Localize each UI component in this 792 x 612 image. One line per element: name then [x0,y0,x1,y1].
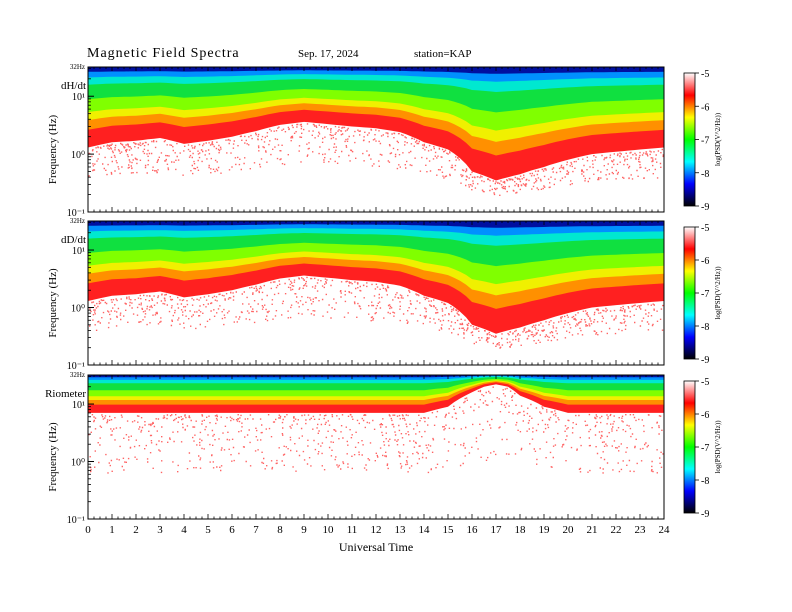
panel-label: dD/dt [61,234,86,246]
x-tick-label: 20 [563,524,575,536]
x-tick-label: 10 [323,524,335,536]
y-axis-label: Frequency (Hz) [47,115,59,185]
x-tick-label: 1 [109,524,115,536]
y-top-tick-label: 32Hz [70,371,85,379]
colorbar-label: log(PSD(V^2/Hz)) [714,266,722,320]
panel-label: Riometer [45,388,86,400]
y-axis-label: Frequency (Hz) [47,268,59,338]
chart-title: Magnetic Field Spectra [87,46,240,61]
x-tick-label: 11 [347,524,358,536]
y-tick-label: 10⁰ [71,150,85,161]
colorbar-tick-label: -6 [701,102,709,113]
colorbar: -5 -6 -7 -8 -9 log(PSD(V^2/Hz)) [683,223,722,366]
x-tick-label: 13 [395,524,407,536]
y-top-tick-label: 32Hz [70,63,85,71]
x-tick-label: 23 [635,524,647,536]
colorbar-tick-label: -5 [701,69,709,80]
colorbar: -5 -6 -7 -8 -9 log(PSD(V^2/Hz)) [683,377,722,520]
spectrogram-panel-3: 10¹ 10⁰ 10⁻¹ 32Hz Riometer Frequency (Hz) [45,371,665,526]
spectrogram-panel-1: 10¹ 10⁰ 10⁻¹ 32Hz dH/dt Frequency (Hz) [47,63,665,219]
colorbar-label: log(PSD(V^2/Hz)) [714,420,722,474]
x-tick-label: 7 [253,524,259,536]
y-axis-label: Frequency (Hz) [47,422,59,492]
x-tick-label: 22 [611,524,622,536]
x-tick-label: 21 [587,524,598,536]
x-tick-label: 14 [419,524,431,536]
x-tick-label: 16 [467,524,479,536]
spectrogram-field [88,375,664,519]
x-tick-label: 5 [205,524,211,536]
y-tick-label: 10¹ [72,400,85,411]
spectrogram-field [88,221,664,365]
colorbar-tick-label: -9 [701,355,709,366]
colorbar-label: log(PSD(V^2/Hz)) [714,112,722,166]
chart-date: Sep. 17, 2024 [298,48,359,60]
spectrogram-field [88,67,664,212]
x-tick-label: 4 [181,524,187,536]
x-tick-label: 2 [133,524,139,536]
colorbar-tick-label: -8 [701,169,709,180]
spectrum-noise [89,276,664,349]
colorbar-tick-label: -6 [701,410,709,421]
colorbar-tick-label: -7 [701,136,709,147]
colorbar-tick-label: -9 [701,202,709,213]
x-tick-label: 0 [85,524,91,536]
colorbar: -5 -6 -7 -8 -9 log(PSD(V^2/Hz)) [683,69,722,213]
y-top-tick-label: 32Hz [70,217,85,225]
x-axis-label: Universal Time [339,540,413,554]
spectrogram-panel-2: 10¹ 10⁰ 10⁻¹ 32Hz dD/dt Frequency (Hz) [47,217,665,372]
panel-label: dH/dt [61,80,86,92]
colorbar-gradient [683,72,696,207]
x-tick-label: 15 [443,524,455,536]
colorbar-tick-label: -5 [701,377,709,388]
colorbar-gradient [683,226,696,360]
x-tick-label: 17 [491,524,503,536]
x-tick-label: 6 [229,524,235,536]
x-tick-label: 24 [659,524,671,536]
x-tick-label: 3 [157,524,163,536]
colorbar-tick-label: -7 [701,443,709,454]
colorbar-tick-label: -7 [701,289,709,300]
y-tick-label: 10⁰ [71,304,85,315]
x-tick-label: 8 [277,524,283,536]
x-tick-label: 12 [371,524,382,536]
x-tick-label: 9 [301,524,307,536]
x-tick-label: 18 [515,524,527,536]
y-tick-label: 10⁻¹ [67,361,85,372]
colorbar-gradient [683,380,696,514]
y-tick-label: 10¹ [72,92,85,103]
x-tick-label: 19 [539,524,551,536]
y-tick-label: 10⁻¹ [67,208,85,219]
colorbar-tick-label: -9 [701,509,709,520]
y-tick-label: 10¹ [72,246,85,257]
colorbar-tick-label: -8 [701,322,709,333]
colorbar-tick-label: -6 [701,256,709,267]
station-label: station=KAP [414,48,472,60]
colorbar-tick-label: -5 [701,223,709,234]
y-tick-label: 10⁻¹ [67,515,85,526]
y-tick-label: 10⁰ [71,458,85,469]
colorbar-tick-label: -8 [701,476,709,487]
